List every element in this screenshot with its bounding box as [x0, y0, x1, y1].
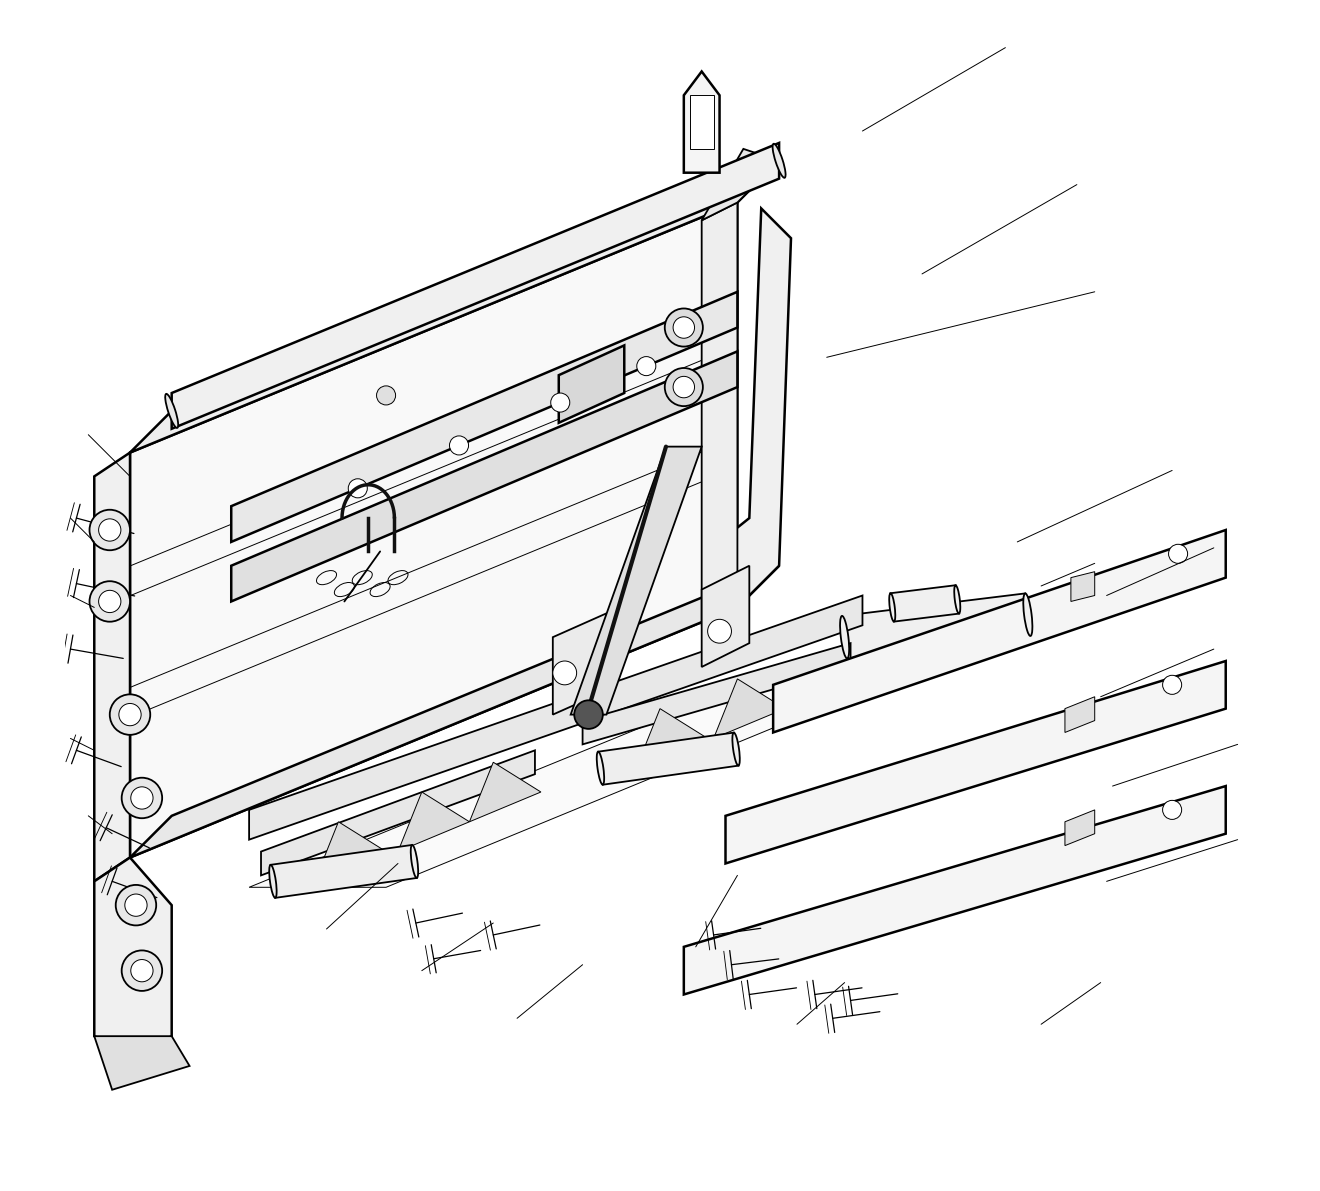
Polygon shape [774, 530, 1226, 732]
Circle shape [99, 519, 121, 541]
Ellipse shape [954, 585, 960, 613]
Circle shape [121, 778, 162, 818]
Circle shape [99, 591, 121, 612]
Circle shape [348, 479, 367, 498]
Circle shape [636, 356, 656, 375]
Polygon shape [598, 732, 738, 785]
Ellipse shape [733, 732, 739, 766]
Polygon shape [636, 709, 708, 768]
Polygon shape [94, 1036, 190, 1090]
Circle shape [1163, 675, 1181, 694]
Polygon shape [726, 661, 1226, 863]
Polygon shape [684, 786, 1226, 994]
Circle shape [1163, 800, 1181, 819]
Polygon shape [231, 351, 738, 601]
Polygon shape [842, 593, 1031, 659]
Circle shape [673, 376, 694, 398]
Polygon shape [702, 202, 738, 625]
Circle shape [708, 619, 731, 643]
Polygon shape [684, 71, 719, 173]
Polygon shape [94, 858, 172, 1054]
Circle shape [665, 308, 702, 347]
Polygon shape [261, 750, 535, 875]
Polygon shape [1065, 697, 1094, 732]
Polygon shape [690, 95, 714, 149]
Circle shape [550, 393, 570, 412]
Polygon shape [1065, 810, 1094, 846]
Polygon shape [271, 844, 417, 898]
Circle shape [665, 368, 702, 406]
Polygon shape [719, 208, 791, 607]
Circle shape [574, 700, 603, 729]
Polygon shape [129, 202, 738, 858]
Polygon shape [249, 596, 862, 840]
Polygon shape [702, 149, 779, 220]
Polygon shape [314, 822, 385, 881]
Polygon shape [553, 613, 606, 715]
Polygon shape [891, 585, 960, 622]
Ellipse shape [411, 844, 418, 878]
Ellipse shape [597, 752, 605, 785]
Polygon shape [570, 447, 702, 715]
Polygon shape [399, 792, 470, 852]
Ellipse shape [890, 593, 895, 622]
Polygon shape [470, 762, 541, 822]
Polygon shape [702, 566, 750, 667]
Circle shape [110, 694, 150, 735]
Polygon shape [249, 637, 994, 887]
Circle shape [131, 960, 153, 981]
Circle shape [90, 510, 129, 550]
Circle shape [125, 894, 147, 916]
Ellipse shape [1023, 593, 1032, 636]
Circle shape [1168, 544, 1188, 563]
Circle shape [450, 436, 469, 455]
Polygon shape [172, 143, 779, 429]
Circle shape [121, 950, 162, 991]
Polygon shape [94, 453, 129, 881]
Polygon shape [129, 161, 779, 453]
Circle shape [553, 661, 577, 685]
Polygon shape [129, 566, 779, 858]
Circle shape [131, 787, 153, 809]
Ellipse shape [772, 144, 785, 177]
Circle shape [119, 704, 141, 725]
Circle shape [376, 386, 396, 405]
Ellipse shape [165, 394, 178, 428]
Circle shape [90, 581, 129, 622]
Polygon shape [231, 292, 738, 542]
Circle shape [673, 317, 694, 338]
Circle shape [116, 885, 156, 925]
Polygon shape [1071, 572, 1094, 601]
Polygon shape [714, 679, 785, 738]
Ellipse shape [840, 616, 849, 659]
Polygon shape [558, 345, 624, 423]
Ellipse shape [269, 865, 277, 898]
Polygon shape [582, 643, 850, 744]
